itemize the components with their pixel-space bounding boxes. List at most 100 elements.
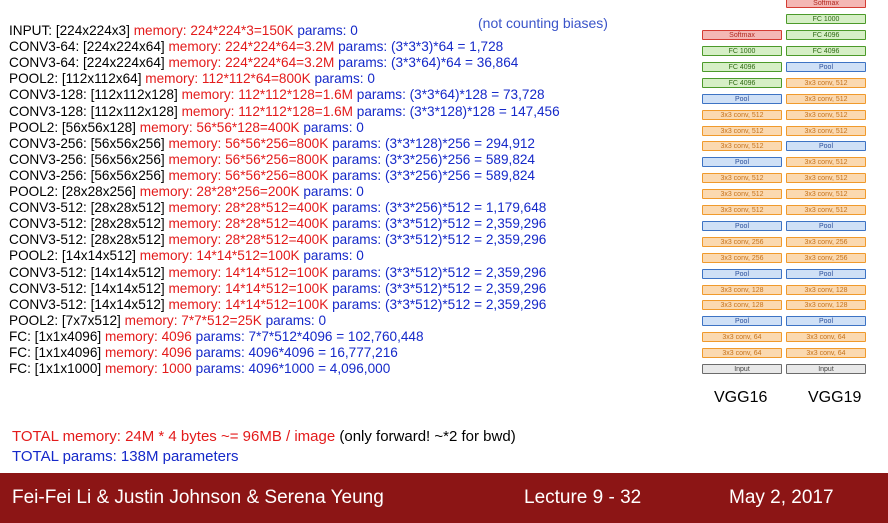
- layer-shape: CONV3-256: [56x56x256]: [9, 151, 165, 167]
- layer-memory: memory: 28*28*512=400K: [168, 232, 329, 248]
- layer-memory: memory: 224*224*64=3.2M: [168, 39, 335, 55]
- vgg16-layer-conv: 3x3 conv, 512: [702, 189, 782, 200]
- layer-row: FC: [1x1x4096] memory: 4096 params: 7*7*…: [9, 329, 424, 345]
- layer-params: params: (3*3*512)*512 = 2,359,296: [332, 280, 547, 296]
- layer-shape: CONV3-64: [224x224x64]: [9, 55, 165, 71]
- layer-shape: FC: [1x1x1000]: [9, 361, 102, 377]
- layer-memory: memory: 4096: [104, 328, 192, 344]
- layer-shape: POOL2: [112x112x64]: [9, 71, 142, 87]
- layer-params: params: (3*3*512)*512 = 2,359,296: [332, 264, 547, 280]
- layer-memory: memory: 14*14*512=100K: [168, 264, 329, 280]
- layer-memory: memory: 14*14*512=100K: [168, 296, 329, 312]
- layer-params: params: 4096*4096 = 16,777,216: [195, 345, 398, 360]
- layer-row: CONV3-512: [14x14x512] memory: 14*14*512…: [9, 281, 546, 297]
- layer-row: CONV3-256: [56x56x256] memory: 56*56*256…: [9, 136, 535, 152]
- layer-params: params: (3*3*256)*256 = 589,824: [332, 151, 535, 167]
- vgg19-layer-pool: Pool: [786, 220, 866, 231]
- layer-row: CONV3-512: [28x28x512] memory: 28*28*512…: [9, 232, 546, 248]
- layer-row: FC: [1x1x4096] memory: 4096 params: 4096…: [9, 345, 398, 361]
- layer-shape: CONV3-512: [14x14x512]: [9, 264, 165, 280]
- vgg16-layer-conv: 3x3 conv, 64: [702, 332, 782, 343]
- layer-row: CONV3-64: [224x224x64] memory: 224*224*6…: [9, 55, 518, 71]
- layer-row: FC: [1x1x1000] memory: 1000 params: 4096…: [9, 361, 390, 377]
- layer-memory: memory: 56*56*128=400K: [139, 119, 300, 135]
- vgg19-layer-fc: FC 1000: [786, 14, 866, 25]
- vgg19-layer-conv: 3x3 conv, 512: [786, 109, 866, 120]
- layer-row: POOL2: [14x14x512] memory: 14*14*512=100…: [9, 248, 364, 264]
- layer-memory: memory: 56*56*256=800K: [168, 151, 329, 167]
- layer-shape: CONV3-256: [56x56x256]: [9, 167, 165, 183]
- layer-shape: CONV3-512: [14x14x512]: [9, 280, 165, 296]
- vgg16-layer-input: Input: [702, 364, 782, 374]
- vgg16-layer-conv: 3x3 conv, 512: [702, 173, 782, 184]
- layer-shape: POOL2: [56x56x128]: [9, 119, 136, 135]
- layer-memory: memory: 224*224*64=3.2M: [168, 55, 335, 71]
- layer-shape: FC: [1x1x4096]: [9, 345, 102, 360]
- layer-params: params: (3*3*256)*256 = 589,824: [332, 167, 535, 183]
- layer-params: params: 0: [303, 184, 364, 199]
- layer-memory: memory: 112*112*128=1.6M: [181, 87, 353, 103]
- vgg19-layer-pool: Pool: [786, 268, 866, 279]
- layer-shape: CONV3-256: [56x56x256]: [9, 135, 165, 151]
- layer-params: params: 0: [265, 312, 327, 328]
- vgg16-layer-conv: 3x3 conv, 512: [702, 205, 782, 215]
- footer-lecture: Lecture 9 - 32: [524, 487, 642, 508]
- layer-shape: CONV3-64: [224x224x64]: [9, 39, 165, 55]
- layer-memory: memory: 112*112*128=1.6M: [181, 103, 353, 119]
- vgg19-layer-conv: 3x3 conv, 512: [786, 205, 866, 215]
- vgg16-layer-pool: Pool: [702, 268, 782, 279]
- layer-params: params: (3*3*512)*512 = 2,359,296: [332, 216, 547, 232]
- vgg19-layer-conv: 3x3 conv, 128: [786, 284, 866, 295]
- layer-params: params: 0: [314, 71, 375, 87]
- vgg19-layer-softmax: Softmax: [786, 0, 866, 9]
- layer-row: CONV3-512: [14x14x512] memory: 14*14*512…: [9, 265, 546, 281]
- layer-memory: memory: 14*14*512=100K: [168, 280, 329, 296]
- layer-params: params: 0: [303, 119, 364, 135]
- total-memory-line: TOTAL memory: 24M * 4 bytes ~= 96MB / im…: [12, 428, 516, 446]
- layer-params: params: 0: [303, 248, 364, 264]
- vgg16-layer-conv: 3x3 conv, 128: [702, 300, 782, 311]
- vgg19-layer-conv: 3x3 conv, 256: [786, 252, 866, 263]
- footer-date: May 2, 2017: [729, 487, 834, 508]
- layer-row: CONV3-256: [56x56x256] memory: 56*56*256…: [9, 152, 535, 168]
- layer-row: CONV3-512: [28x28x512] memory: 28*28*512…: [9, 216, 546, 232]
- layer-params: params: 4096*1000 = 4,096,000: [195, 361, 391, 377]
- vgg16-layer-fc: FC 4096: [702, 77, 782, 88]
- layer-params: params: 7*7*512*4096 = 102,760,448: [195, 328, 424, 344]
- vgg19-layer-pool: Pool: [786, 316, 866, 327]
- layer-row: POOL2: [28x28x256] memory: 28*28*256=200…: [9, 184, 364, 200]
- layer-memory: memory: 56*56*256=800K: [168, 167, 329, 183]
- layer-row: CONV3-512: [14x14x512] memory: 14*14*512…: [9, 297, 546, 313]
- layer-row: CONV3-256: [56x56x256] memory: 56*56*256…: [9, 168, 535, 184]
- vgg19-layer-conv: 3x3 conv, 128: [786, 300, 866, 311]
- vgg16-layer-conv: 3x3 conv, 64: [702, 348, 782, 359]
- layer-row: CONV3-512: [28x28x512] memory: 28*28*512…: [9, 200, 546, 216]
- vgg19-diagram: Softmax FC 1000 FC 4096 FC 4096 Pool 3x3 conv…: [786, 0, 868, 376]
- total-memory: TOTAL memory: 24M * 4 bytes ~= 96MB / im…: [12, 428, 336, 445]
- layer-params: params: (3*3*256)*512 = 1,179,648: [332, 200, 547, 216]
- vgg16-layer-pool: Pool: [702, 220, 782, 231]
- vgg19-layer-input: Input: [786, 364, 866, 374]
- layer-shape: FC: [1x1x4096]: [9, 328, 102, 344]
- vgg16-layer-pool: Pool: [702, 157, 782, 168]
- layer-params: params: 0: [297, 23, 358, 38]
- vgg16-diagram: Softmax FC 1000 FC 4096 FC 4096 Pool 3x3 conv…: [702, 6, 784, 376]
- biases-note: (not counting biases): [478, 15, 608, 31]
- layer-shape: CONV3-512: [28x28x512]: [9, 232, 165, 248]
- vgg16-layer-pool: Pool: [702, 93, 782, 104]
- layer-shape: POOL2: [14x14x512]: [9, 248, 136, 264]
- vgg19-label: VGG19: [808, 389, 862, 406]
- layer-params: params: (3*3*128)*256 = 294,912: [332, 135, 535, 151]
- vgg19-layer-conv: 3x3 conv, 512: [786, 189, 866, 200]
- layer-params: params: (3*3*64)*128 = 73,728: [356, 87, 545, 103]
- layer-row: POOL2: [56x56x128] memory: 56*56*128=400…: [9, 120, 364, 136]
- layer-row: POOL2: [7x7x512] memory: 7*7*512=25K par…: [9, 313, 326, 329]
- layer-memory: memory: 4096: [104, 345, 192, 360]
- layer-shape: POOL2: [7x7x512]: [9, 312, 121, 328]
- footer-authors: Fei-Fei Li & Justin Johnson & Serena Yeu…: [12, 487, 384, 508]
- layer-shape: CONV3-512: [28x28x512]: [9, 200, 165, 216]
- layer-shape: INPUT: [224x224x3]: [9, 23, 130, 38]
- vgg16-layer-conv: 3x3 conv, 512: [702, 109, 782, 120]
- layer-shape: CONV3-512: [14x14x512]: [9, 296, 165, 312]
